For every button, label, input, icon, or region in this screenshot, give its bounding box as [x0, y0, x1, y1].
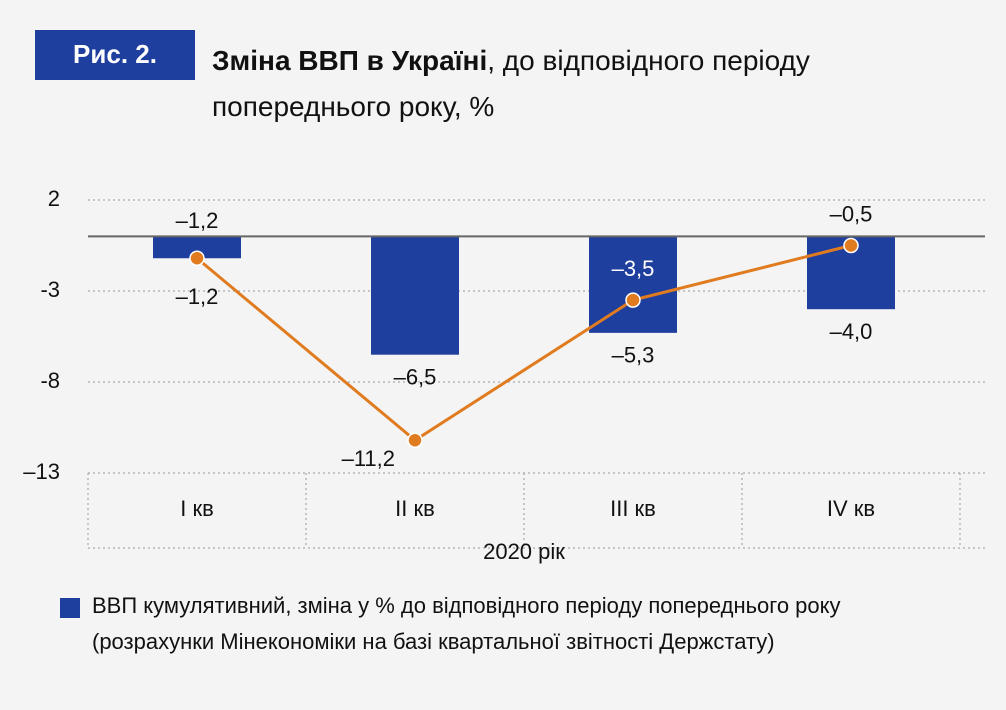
legend-text: ВВП кумулятивний, зміна у % до відповідн… — [92, 593, 841, 654]
x-tick-label: ІІ кв — [395, 496, 435, 521]
figure-badge — [35, 30, 195, 80]
line-value-label: –0,5 — [830, 201, 873, 226]
y-tick-label: -8 — [40, 368, 60, 393]
x-tick-label: І кв — [180, 496, 214, 521]
title-block: Зміна ВВП в Україні, до відповідного пер… — [212, 38, 972, 130]
bar-value-label: –5,3 — [612, 343, 655, 368]
bar — [589, 236, 677, 333]
line — [196, 244, 852, 443]
x-axis-label: 2020 рік — [483, 539, 565, 564]
legend-swatch — [60, 598, 80, 618]
bar-value-label: –4,0 — [830, 319, 873, 344]
x-tick-label: IV кв — [827, 496, 875, 521]
line-value-label: –11,2 — [342, 446, 395, 471]
line-marker — [407, 432, 423, 448]
line-value-label: –3,5 — [612, 256, 655, 281]
y-tick-label: –13 — [23, 459, 60, 484]
x-tick-label: ІІІ кв — [610, 496, 656, 521]
figure-label: Рис. 2. — [73, 39, 157, 69]
line-marker — [843, 237, 859, 254]
bar-value-label: –6,5 — [394, 365, 437, 390]
bar — [153, 236, 241, 259]
bar-value-label: –1,2 — [176, 284, 219, 309]
bar — [371, 236, 459, 355]
y-tick-label: -3 — [40, 277, 60, 302]
y-tick-label: 2 — [48, 186, 60, 211]
line-value-label: –1,2 — [176, 208, 219, 233]
line-marker — [189, 250, 205, 266]
chart-subtitle: , до відповідного періоду попереднього р… — [212, 45, 810, 122]
chart-title: Зміна ВВП в Україні — [212, 45, 488, 76]
line-marker — [625, 292, 641, 308]
